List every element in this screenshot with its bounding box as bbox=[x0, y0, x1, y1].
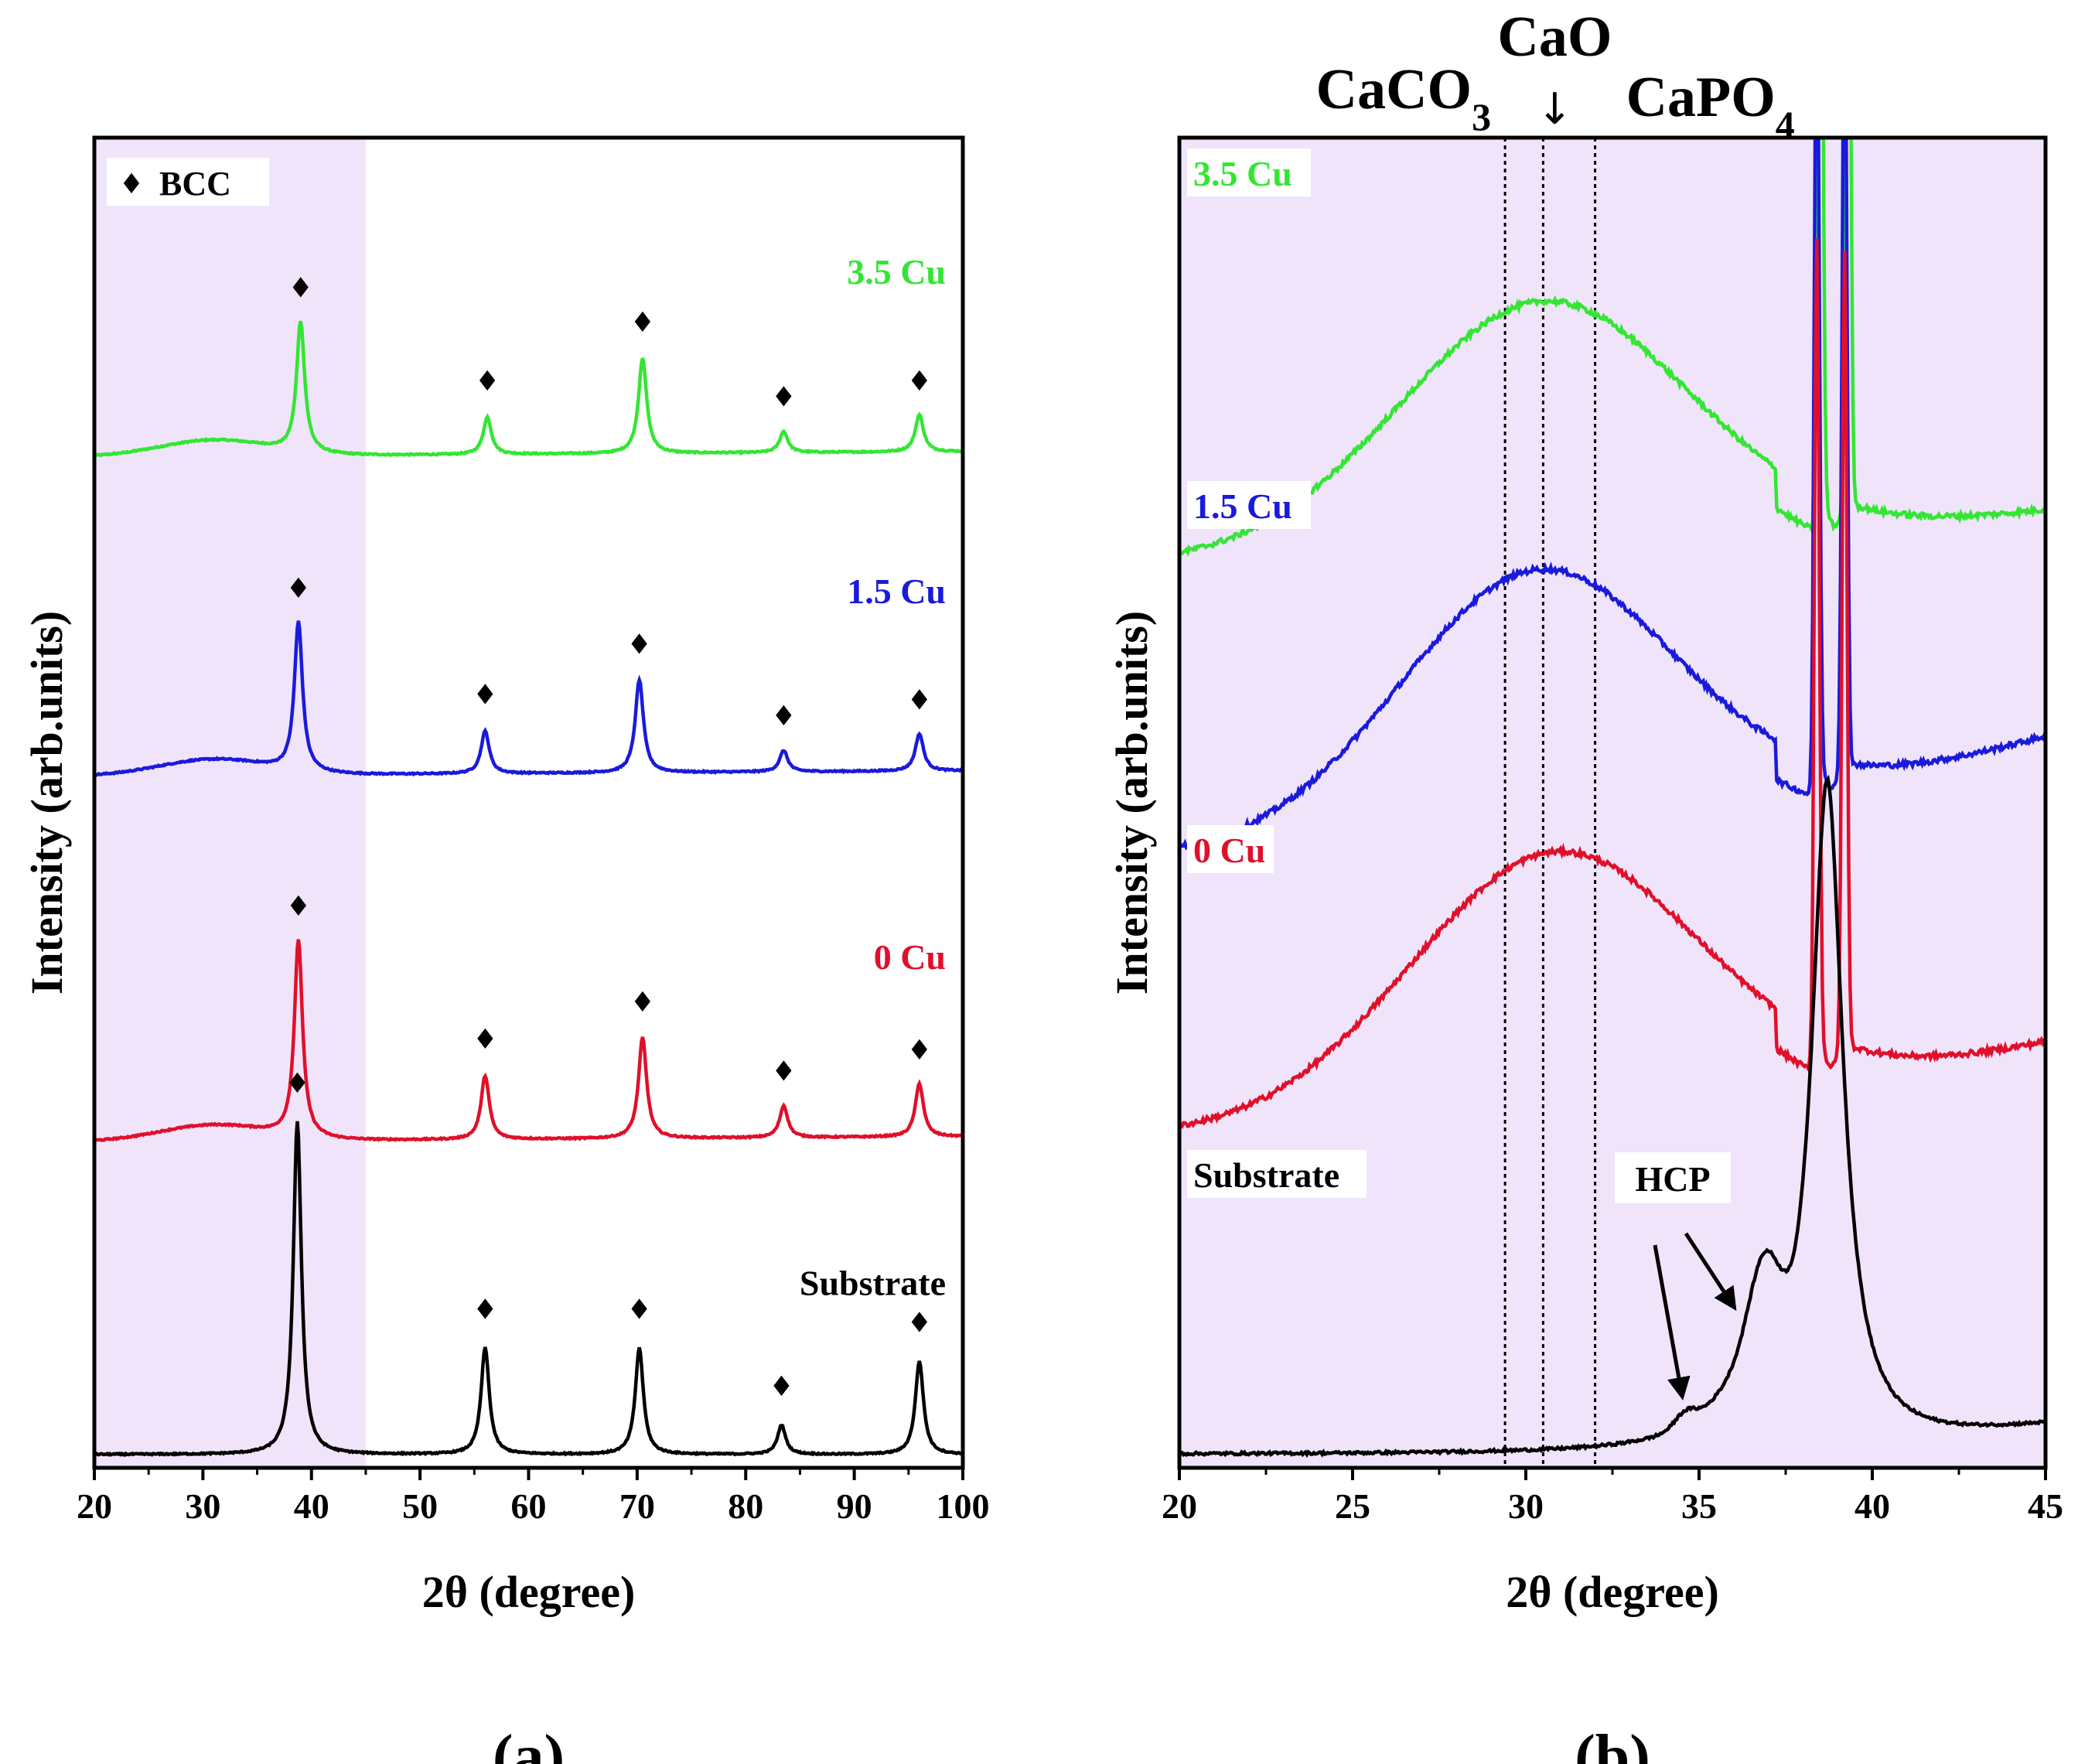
bcc-peak-marker: ♦ bbox=[288, 272, 313, 304]
panel-b-x-tick-label: 35 bbox=[1681, 1486, 1717, 1526]
panel-b-x-tick-label: 20 bbox=[1162, 1486, 1197, 1526]
hcp-arrow bbox=[1684, 1232, 1737, 1312]
panel-a-x-tick-label: 70 bbox=[619, 1486, 655, 1526]
bcc-peak-marker: ♦ bbox=[630, 987, 655, 1018]
series-line-0-cu bbox=[1179, 238, 2046, 1130]
bcc-peak-marker: ♦ bbox=[771, 1056, 796, 1087]
panel-b-panel-label: (b) bbox=[1575, 1723, 1650, 1764]
legend-label: BCC bbox=[159, 165, 231, 203]
series-line-substrate bbox=[94, 1121, 964, 1458]
legend-marker: ♦ bbox=[119, 169, 144, 200]
series-line-3-5-cu bbox=[1179, 138, 2046, 557]
phase-label-capo4: CaPO4 bbox=[1626, 66, 1795, 146]
series-label: 1.5 Cu bbox=[847, 572, 946, 611]
series-label: 3.5 Cu bbox=[847, 252, 946, 292]
series-line-substrate bbox=[1179, 774, 2046, 1459]
bcc-peak-marker: ♦ bbox=[627, 1294, 652, 1326]
bcc-peak-marker: ♦ bbox=[286, 573, 311, 605]
series-line-3-5-cu bbox=[94, 320, 964, 458]
series-label-background bbox=[1187, 481, 1311, 529]
series-line-0-cu bbox=[94, 939, 963, 1143]
phase-label-caco3: CaCO3 bbox=[1316, 58, 1491, 138]
panel-a-x-tick-label: 50 bbox=[402, 1486, 438, 1526]
panel-b-x-tick-label: 30 bbox=[1508, 1486, 1544, 1526]
panel-a-xrd-chart: ♦ ♦ ♦ ♦ ♦ 3.5 Cu ♦ ♦ ♦ ♦ ♦ 1.5 Cu ♦ ♦ ♦ ♦ ♦ 0 Cu ♦ ♦ ♦ ♦ ♦ Subs… bbox=[22, 135, 990, 1764]
series-label: 3.5 Cu bbox=[1193, 154, 1292, 193]
panel-b-y-axis-label: Intensity (arb.units) bbox=[1107, 611, 1157, 995]
series-label-background bbox=[1187, 148, 1311, 196]
panel-a-x-tick-label: 80 bbox=[728, 1486, 763, 1526]
series-label: 1.5 Cu bbox=[1193, 486, 1292, 526]
highlight-region bbox=[94, 138, 366, 1468]
panel-a-plot-frame bbox=[92, 135, 965, 1470]
bcc-peak-marker: ♦ bbox=[771, 701, 796, 732]
legend-box bbox=[107, 158, 269, 206]
series-label: Substrate bbox=[1193, 1155, 1339, 1195]
series-label: 0 Cu bbox=[874, 937, 946, 977]
bcc-peak-marker: ♦ bbox=[475, 366, 500, 397]
bcc-peak-marker: ♦ bbox=[907, 1035, 932, 1066]
panel-b-x-tick-label: 40 bbox=[1855, 1486, 1890, 1526]
panel-a-x-tick-label: 20 bbox=[77, 1486, 112, 1526]
panel-b-x-axis-label: 2θ (degree) bbox=[1506, 1567, 1719, 1617]
panel-a-x-tick-label: 60 bbox=[511, 1486, 547, 1526]
annotation-background bbox=[1615, 1152, 1731, 1203]
series-label: 0 Cu bbox=[1193, 831, 1265, 870]
panel-b-x-tick-label: 45 bbox=[2028, 1486, 2063, 1526]
panel-a-x-tick-label: 40 bbox=[294, 1486, 329, 1526]
panel-b-plot-frame bbox=[1177, 135, 2048, 1470]
hcp-arrow bbox=[1653, 1244, 1691, 1401]
down-arrow-glyph: ↓ bbox=[1537, 84, 1573, 135]
bcc-peak-marker: ♦ bbox=[907, 1308, 932, 1339]
bcc-peak-marker: ♦ bbox=[473, 1024, 497, 1056]
panel-a-y-axis-label: Intensity (arb.units) bbox=[22, 611, 72, 995]
panel-a-x-tick-label: 100 bbox=[937, 1486, 990, 1526]
hcp-annotation-label: HCP bbox=[1635, 1159, 1710, 1199]
series-label-background bbox=[1187, 825, 1274, 873]
panel-a-x-axis-label: 2θ (degree) bbox=[422, 1567, 636, 1617]
panel-b-x-tick-label: 25 bbox=[1335, 1486, 1370, 1526]
bcc-peak-marker: ♦ bbox=[907, 366, 932, 397]
bcc-peak-marker: ♦ bbox=[473, 680, 497, 711]
bcc-peak-marker: ♦ bbox=[627, 629, 652, 660]
phase-label-cao: CaO bbox=[1497, 5, 1612, 69]
bcc-peak-marker: ♦ bbox=[630, 307, 655, 339]
bcc-peak-marker: ♦ bbox=[286, 891, 311, 923]
panel-a-x-tick-label: 30 bbox=[185, 1486, 220, 1526]
series-label: Substrate bbox=[800, 1263, 946, 1302]
bcc-peak-marker: ♦ bbox=[473, 1294, 497, 1326]
panel-a-panel-label: (a) bbox=[493, 1723, 565, 1764]
series-line-1-5-cu bbox=[94, 620, 964, 777]
panel-a-x-tick-label: 90 bbox=[837, 1486, 872, 1526]
series-line-1-5-cu bbox=[1179, 138, 2046, 851]
bcc-peak-marker: ♦ bbox=[769, 1371, 793, 1403]
plot-background bbox=[1179, 138, 2046, 1468]
bcc-peak-marker: ♦ bbox=[771, 381, 796, 413]
bcc-peak-marker: ♦ bbox=[907, 685, 932, 717]
bcc-peak-marker: ♦ bbox=[285, 1068, 309, 1100]
phase-label-subscript: 4 bbox=[1776, 103, 1795, 146]
phase-label-subscript: 3 bbox=[1472, 95, 1491, 138]
series-label-background bbox=[1187, 1150, 1367, 1198]
